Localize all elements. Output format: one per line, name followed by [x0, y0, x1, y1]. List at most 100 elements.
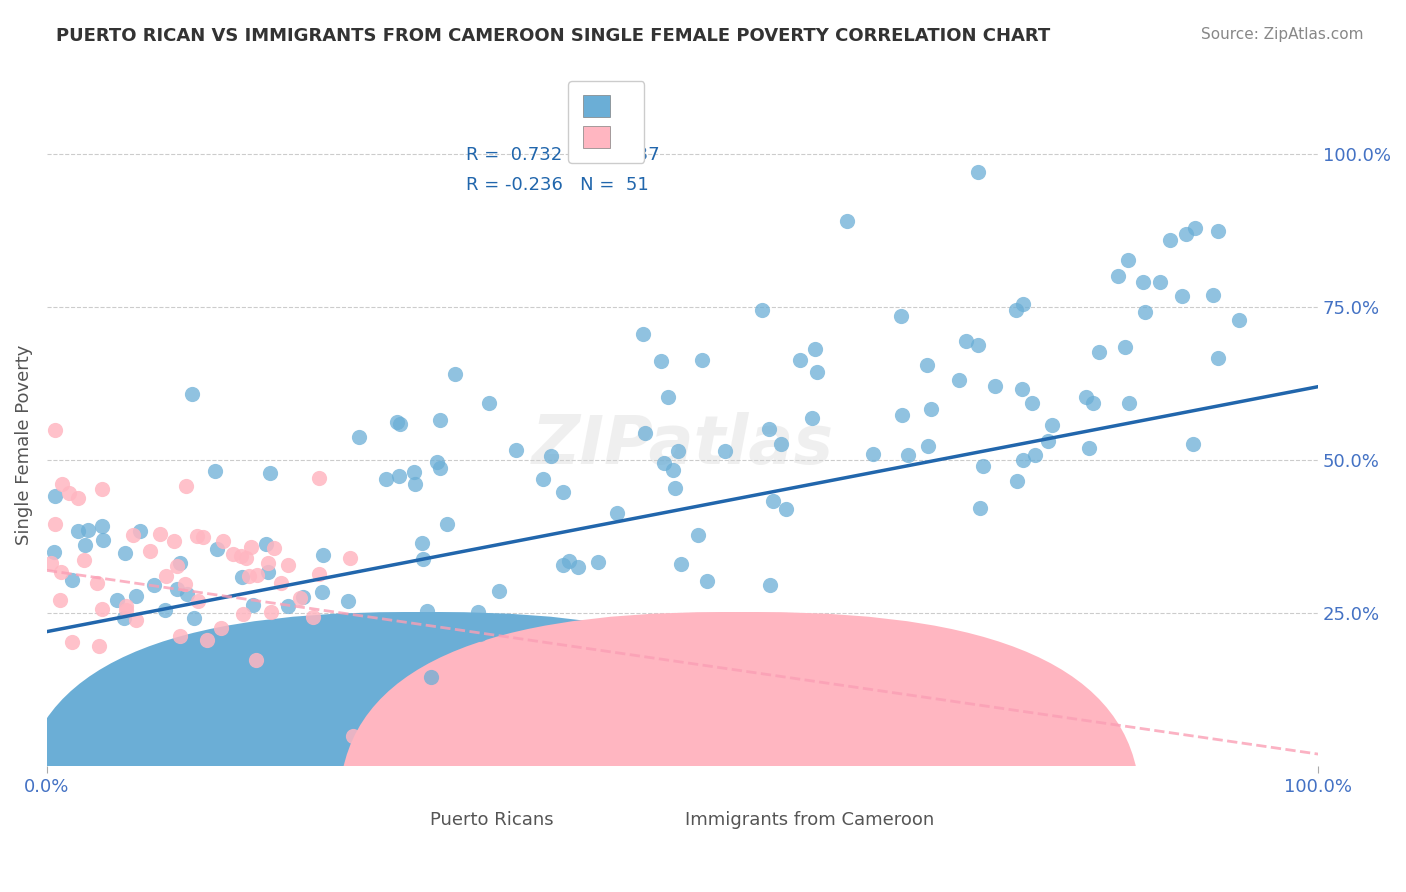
Point	[586, 555, 609, 569]
Point	[259, 466, 281, 480]
Point	[1012, 453, 1035, 467]
Point	[1149, 275, 1171, 289]
Point	[1116, 252, 1139, 267]
Point	[90, 519, 112, 533]
Point	[890, 310, 912, 324]
Point	[176, 479, 198, 493]
Point	[122, 527, 145, 541]
Point	[1088, 345, 1111, 359]
Point	[231, 549, 253, 563]
Point	[759, 577, 782, 591]
Point	[349, 430, 371, 444]
Point	[713, 444, 735, 458]
Point	[245, 653, 267, 667]
Point	[650, 354, 672, 368]
Point	[606, 506, 628, 520]
Point	[758, 422, 780, 436]
Text: R =  0.732   N =  137: R = 0.732 N = 137	[467, 146, 659, 164]
Point	[195, 632, 218, 647]
Point	[58, 485, 80, 500]
Point	[166, 559, 188, 574]
Point	[634, 425, 657, 440]
Point	[128, 524, 150, 538]
Point	[690, 353, 713, 368]
Point	[688, 528, 710, 542]
Point	[273, 660, 295, 674]
Point	[478, 395, 501, 409]
Point	[419, 670, 441, 684]
Point	[1132, 275, 1154, 289]
Point	[276, 623, 298, 637]
Point	[920, 402, 942, 417]
Point	[505, 442, 527, 457]
Point	[41, 556, 63, 570]
Point	[429, 413, 451, 427]
Point	[235, 551, 257, 566]
Point	[86, 575, 108, 590]
Point	[468, 627, 491, 641]
FancyBboxPatch shape	[339, 612, 1140, 892]
Point	[666, 444, 689, 458]
Y-axis label: Single Female Poverty: Single Female Poverty	[15, 344, 32, 545]
Point	[404, 465, 426, 479]
Point	[270, 575, 292, 590]
Point	[205, 541, 228, 556]
Point	[277, 599, 299, 614]
Text: Immigrants from Cameroon: Immigrants from Cameroon	[685, 812, 934, 830]
Point	[862, 447, 884, 461]
Point	[1159, 233, 1181, 247]
Point	[375, 472, 398, 486]
Point	[917, 358, 939, 372]
Point	[557, 553, 579, 567]
Point	[1078, 441, 1101, 455]
Point	[1107, 269, 1129, 284]
Point	[180, 387, 202, 401]
Point	[551, 484, 574, 499]
Point	[73, 553, 96, 567]
Point	[73, 538, 96, 552]
Point	[412, 552, 434, 566]
Point	[105, 592, 128, 607]
Point	[125, 613, 148, 627]
Point	[657, 390, 679, 404]
Point	[311, 584, 333, 599]
Point	[1024, 449, 1046, 463]
Point	[232, 607, 254, 622]
Point	[411, 536, 433, 550]
Point	[257, 565, 280, 579]
Point	[44, 489, 66, 503]
Point	[187, 593, 209, 607]
Point	[436, 516, 458, 531]
Point	[336, 594, 359, 608]
Point	[806, 365, 828, 379]
Point	[363, 615, 385, 630]
Point	[304, 657, 326, 671]
Point	[429, 461, 451, 475]
Point	[142, 578, 165, 592]
Point	[312, 549, 335, 563]
Text: Source: ZipAtlas.com: Source: ZipAtlas.com	[1201, 27, 1364, 42]
Point	[231, 570, 253, 584]
Point	[240, 540, 263, 554]
Point	[897, 449, 920, 463]
Point	[1227, 313, 1250, 327]
Point	[115, 599, 138, 613]
Point	[186, 529, 208, 543]
Text: ZIPatlas: ZIPatlas	[531, 412, 834, 478]
Point	[1076, 390, 1098, 404]
Point	[308, 567, 330, 582]
Point	[90, 482, 112, 496]
Point	[301, 609, 323, 624]
Point	[209, 621, 232, 635]
Point	[51, 477, 73, 491]
Point	[1007, 474, 1029, 488]
Point	[1206, 351, 1229, 366]
Point	[169, 557, 191, 571]
Point	[664, 481, 686, 495]
Point	[288, 591, 311, 605]
Point	[1184, 221, 1206, 235]
Point	[1021, 395, 1043, 409]
Point	[180, 658, 202, 673]
Point	[77, 523, 100, 537]
Point	[1036, 434, 1059, 448]
